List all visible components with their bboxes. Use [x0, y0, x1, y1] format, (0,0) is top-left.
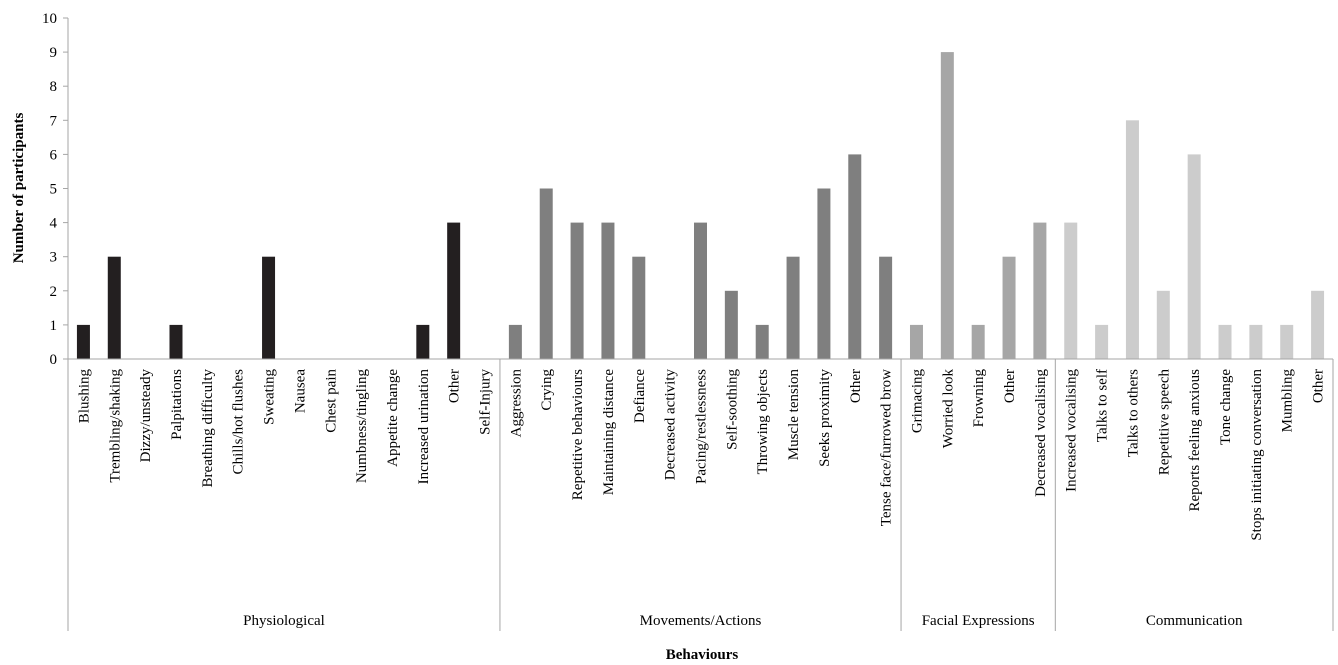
x-tick-label: Talks to others: [1125, 369, 1141, 457]
x-tick-label: Crying: [539, 369, 555, 411]
x-tick-label: Mumbling: [1280, 369, 1296, 433]
x-axis-title: Behaviours: [666, 647, 739, 663]
x-tick-label: Nausea: [292, 369, 308, 413]
bar-communication-increased-vocalising: [1064, 222, 1078, 359]
x-tick-label: Decreased vocalising: [1033, 369, 1049, 497]
bar-movements-actions-aggression: [508, 324, 522, 359]
bar-movements-actions-maintaining-distance: [601, 222, 615, 359]
x-tick-label: Other: [447, 369, 463, 403]
bar-communication-talks-to-self: [1095, 324, 1109, 359]
group-label: Facial Expressions: [922, 613, 1035, 629]
x-tick-label: Throwing objects: [755, 369, 771, 475]
x-tick-label: Chills/hot flushes: [231, 369, 247, 475]
x-tick-label: Trembling/shaking: [107, 369, 123, 483]
y-tick-label: 1: [50, 318, 58, 334]
x-tick-label: Repetitive speech: [1156, 369, 1172, 476]
y-tick-label: 8: [50, 79, 58, 95]
y-axis-title: Number of participants: [11, 113, 27, 264]
x-tick-label: Self-soothing: [724, 369, 740, 450]
bar-physiological-increased-urination: [416, 324, 430, 359]
bar-movements-actions-crying: [539, 188, 553, 359]
x-tick-label: Frowning: [971, 369, 987, 428]
x-tick-label: Other: [1311, 369, 1327, 403]
bar-movements-actions-muscle-tension: [786, 256, 800, 359]
bar-movements-actions-self-soothing: [724, 290, 738, 359]
x-tick-label: Tone change: [1218, 369, 1234, 445]
bar-facial-expressions-decreased-vocalising: [1033, 222, 1047, 359]
x-tick-label: Maintaining distance: [601, 369, 617, 496]
x-tick-label: Muscle tension: [786, 369, 802, 461]
bar-facial-expressions-other: [1002, 256, 1016, 359]
x-tick-label: Other: [1002, 369, 1018, 403]
y-tick-label: 7: [50, 113, 58, 129]
bar-facial-expressions-frowning: [971, 324, 985, 359]
x-tick-label: Pacing/restlessness: [694, 369, 710, 484]
x-tick-label: Stops initiating conversation: [1249, 369, 1265, 541]
y-axis: 0 1 2 3 4 5 6 7 8 9 10: [42, 11, 69, 368]
x-tick-label: Defiance: [632, 369, 648, 423]
y-tick-label: 3: [50, 250, 58, 266]
bar-communication-talks-to-others: [1125, 120, 1139, 359]
bar-facial-expressions-grimacing: [909, 324, 923, 359]
x-tick-label: Repetitive behaviours: [570, 369, 586, 500]
bar-facial-expressions-worried-look: [940, 52, 954, 359]
y-tick-label: 9: [50, 45, 58, 61]
y-tick-label: 10: [42, 11, 57, 27]
group-label: Physiological: [243, 613, 325, 629]
bar-movements-actions-pacing-restlessness: [694, 222, 707, 359]
x-tick-label: Increased urination: [416, 369, 432, 485]
bar-movements-actions-tense-face-furrowed-brow: [879, 256, 893, 359]
bar-physiological-trembling-shaking: [107, 256, 121, 359]
bar-physiological-sweating: [262, 256, 276, 359]
bar-physiological-blushing: [76, 324, 90, 359]
x-axis: Blushing Trembling/shaking Dizzy/unsteady P…: [67, 358, 1334, 631]
bar-communication-tone-change: [1218, 324, 1232, 359]
x-tick-label: Blushing: [76, 369, 92, 424]
x-tick-label: Seeks proximity: [817, 369, 833, 467]
bar-physiological-palpitations: [169, 324, 183, 359]
x-tick-label: Dizzy/unsteady: [138, 369, 154, 463]
x-tick-label: Aggression: [508, 369, 524, 438]
group-label: Communication: [1146, 613, 1243, 629]
group-label: Movements/Actions: [640, 613, 762, 629]
x-tick-label: Grimacing: [909, 369, 925, 434]
bar-movements-actions-repetitive-behaviours: [570, 222, 584, 359]
y-tick-label: 0: [50, 352, 58, 368]
x-tick-label: Increased vocalising: [1064, 369, 1080, 492]
x-tick-label: Palpitations: [169, 369, 185, 440]
x-tick-label: Appetite change: [385, 369, 401, 467]
x-tick-label: Numbness/tingling: [354, 369, 370, 484]
bar-movements-actions-seeks-proximity: [817, 188, 831, 359]
y-tick-label: 2: [50, 284, 58, 300]
y-tick-label: 5: [50, 182, 58, 198]
x-tick-label: Worried look: [940, 369, 956, 449]
bar-communication-mumbling: [1280, 324, 1294, 359]
bar-communication-repetitive-speech: [1156, 290, 1170, 359]
bar-movements-actions-throwing-objects: [755, 324, 769, 359]
x-tick-label: Self-Injury: [478, 369, 494, 435]
bar-physiological-other: [447, 222, 461, 359]
bars: [76, 52, 1325, 359]
x-tick-label: Chest pain: [323, 369, 339, 433]
bar-communication-stops-initiating-conversation: [1249, 324, 1263, 359]
bar-communication-other: [1311, 290, 1325, 359]
y-tick-label: 4: [50, 216, 58, 232]
x-tick-label: Decreased activity: [663, 369, 679, 481]
x-tick-label: Breathing difficulty: [200, 369, 216, 488]
x-tick-label: Other: [848, 369, 864, 403]
x-tick-label: Reports feeling anxious: [1187, 369, 1203, 512]
x-tick-label: Talks to self: [1095, 369, 1111, 442]
y-tick-label: 6: [50, 147, 58, 163]
bar-movements-actions-defiance: [632, 256, 646, 359]
x-tick-label: Sweating: [262, 369, 278, 425]
x-tick-label: Tense face/furrowed brow: [879, 369, 895, 526]
bar-movements-actions-other: [848, 154, 862, 359]
bar-communication-reports-feeling-anxious: [1187, 154, 1201, 359]
